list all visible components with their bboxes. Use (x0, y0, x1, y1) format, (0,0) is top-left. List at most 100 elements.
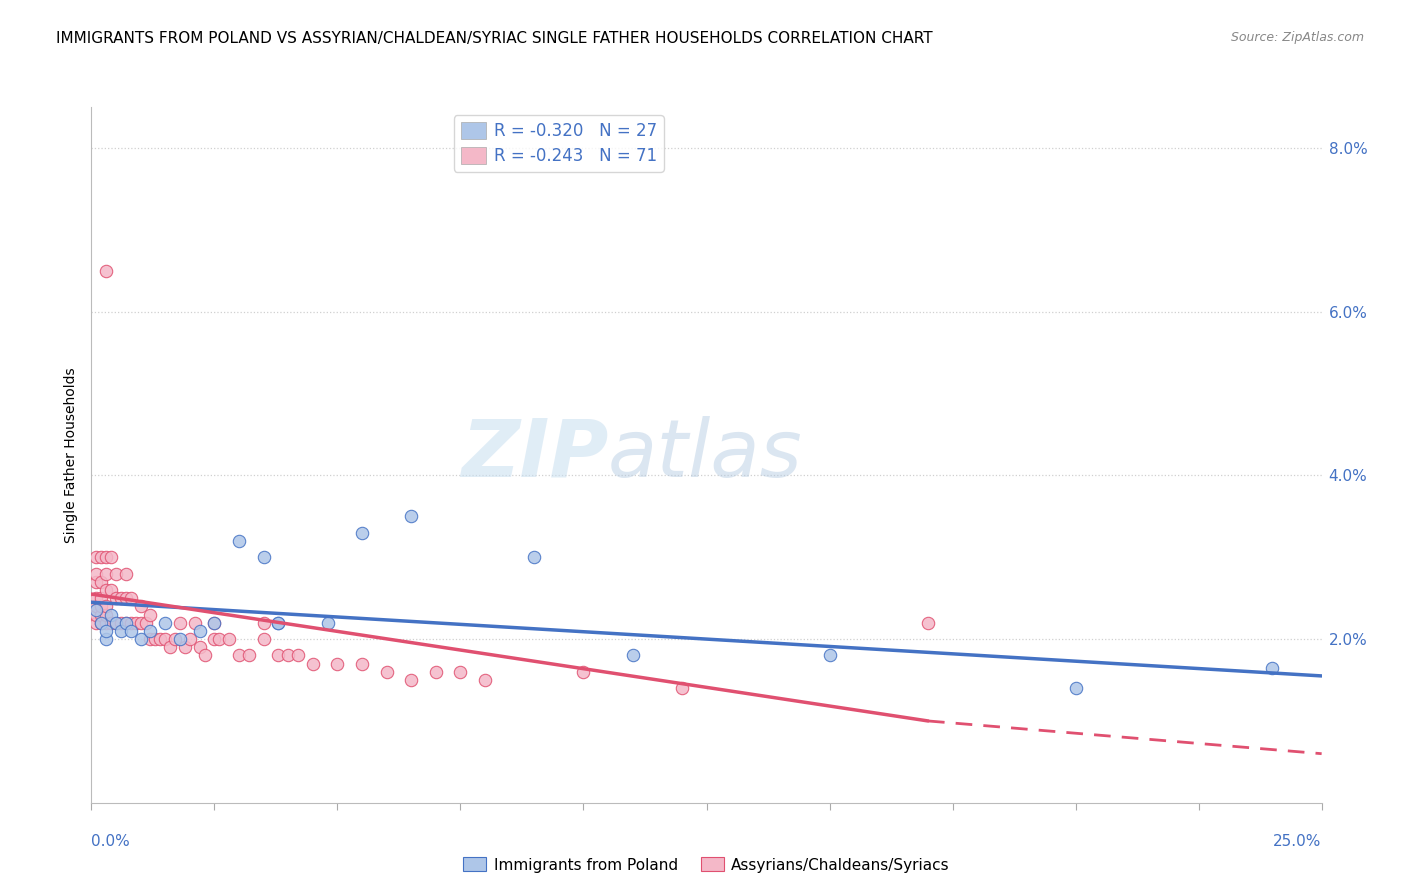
Point (129, 615, 152, 630)
Point (267, 615, 290, 630)
Point (105, 615, 127, 630)
Point (399, 509, 422, 524)
Point (114, 615, 138, 630)
Point (96, 624, 117, 638)
Point (267, 615, 290, 630)
Point (917, 615, 939, 630)
Point (287, 648, 309, 663)
Point (100, 550, 122, 565)
Point (169, 632, 191, 646)
Point (474, 673, 496, 687)
Point (96, 632, 117, 646)
Text: atlas: atlas (607, 416, 803, 494)
Point (96, 599, 117, 614)
Point (114, 566, 138, 581)
Point (238, 648, 260, 663)
Text: 0.0%: 0.0% (91, 834, 131, 848)
Point (202, 632, 225, 646)
Point (228, 533, 250, 548)
Point (174, 640, 197, 655)
Point (208, 632, 231, 646)
Point (90, 550, 112, 565)
Point (169, 615, 191, 630)
Point (86, 607, 108, 622)
Point (301, 657, 323, 671)
Point (90, 615, 112, 630)
Point (129, 632, 152, 646)
Point (90, 574, 112, 589)
Point (202, 615, 225, 630)
Point (86, 603, 108, 617)
Point (218, 632, 240, 646)
Point (86, 599, 108, 614)
Point (124, 615, 146, 630)
Point (193, 648, 217, 663)
Point (120, 591, 142, 606)
Point (139, 624, 162, 638)
Point (352, 657, 374, 671)
Point (399, 673, 422, 687)
Point (153, 615, 177, 630)
Point (188, 624, 211, 638)
Point (572, 665, 595, 679)
Point (316, 615, 339, 630)
Point (179, 632, 201, 646)
Text: 25.0%: 25.0% (1274, 834, 1322, 848)
Point (449, 665, 471, 679)
Point (90, 591, 112, 606)
Point (188, 640, 211, 655)
Point (202, 615, 225, 630)
Point (110, 624, 132, 638)
Point (145, 632, 166, 646)
Point (96, 607, 117, 622)
Point (621, 648, 644, 663)
Text: IMMIGRANTS FROM POLAND VS ASSYRIAN/CHALDEAN/SYRIAC SINGLE FATHER HOUSEHOLDS CORR: IMMIGRANTS FROM POLAND VS ASSYRIAN/CHALD… (56, 31, 932, 46)
Point (120, 624, 142, 638)
Point (96, 582, 117, 597)
Point (139, 632, 162, 646)
Point (253, 615, 276, 630)
Point (86, 550, 108, 565)
Point (105, 591, 127, 606)
Point (1261, 661, 1284, 675)
Text: ZIP: ZIP (461, 416, 607, 494)
Point (96, 264, 117, 278)
Point (86, 615, 108, 630)
Point (671, 681, 693, 696)
Point (253, 632, 276, 646)
Point (90, 615, 112, 630)
Point (105, 566, 127, 581)
Point (228, 648, 250, 663)
Point (110, 615, 132, 630)
Point (90, 599, 112, 614)
Point (96, 550, 117, 565)
Point (96, 615, 117, 630)
Point (105, 615, 127, 630)
Point (135, 615, 156, 630)
Point (352, 525, 374, 540)
Point (100, 607, 122, 622)
Point (120, 615, 142, 630)
Point (1064, 681, 1087, 696)
Point (86, 566, 108, 581)
Point (326, 657, 349, 671)
Point (100, 615, 122, 630)
Legend: R = -0.320   N = 27, R = -0.243   N = 71: R = -0.320 N = 27, R = -0.243 N = 71 (454, 115, 664, 171)
Point (267, 648, 290, 663)
Y-axis label: Single Father Households: Single Father Households (63, 368, 77, 542)
Point (159, 640, 181, 655)
Point (100, 582, 122, 597)
Point (114, 615, 138, 630)
Point (153, 632, 177, 646)
Text: Source: ZipAtlas.com: Source: ZipAtlas.com (1230, 31, 1364, 45)
Point (86, 591, 108, 606)
Point (163, 632, 186, 646)
Point (90, 607, 112, 622)
Point (818, 648, 841, 663)
Point (86, 574, 108, 589)
Point (183, 615, 207, 630)
Point (253, 550, 276, 565)
Point (375, 665, 398, 679)
Point (523, 550, 546, 565)
Point (149, 632, 172, 646)
